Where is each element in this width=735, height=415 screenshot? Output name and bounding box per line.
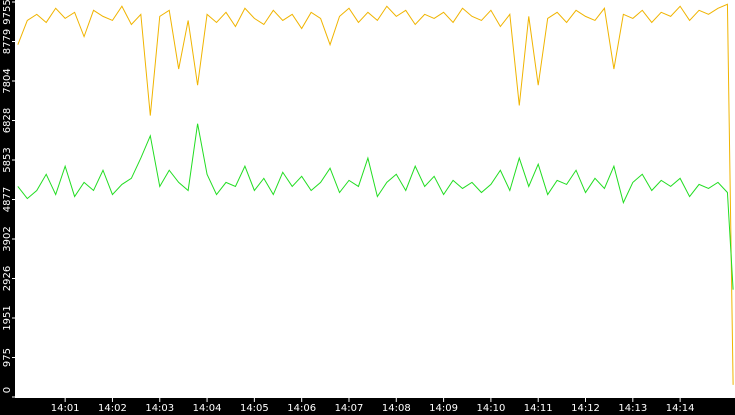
y-tick-label: 4877 [2, 187, 13, 212]
y-tick-label: 3902 [2, 226, 13, 251]
x-tick-label: 14:01 [51, 403, 80, 414]
x-tick-label: 14:10 [476, 403, 505, 414]
x-tick-label: 14:09 [429, 403, 458, 414]
x-tick-label: 14:02 [98, 403, 127, 414]
y-tick-label: 5853 [2, 147, 13, 172]
y-tick-label: 2926 [2, 266, 13, 291]
y-tick-label: 975 [2, 348, 13, 367]
series-line [17, 123, 734, 290]
y-axis-strip [0, 0, 15, 415]
y-tick-label: 7804 [2, 68, 13, 93]
x-tick-label: 14:12 [571, 403, 600, 414]
y-tick-label: 1951 [2, 305, 13, 330]
x-tick-label: 14:04 [193, 403, 222, 414]
x-tick-label: 14:03 [145, 403, 174, 414]
series-line [17, 3, 734, 385]
y-tick-label: 6828 [2, 108, 13, 133]
x-tick-label: 14:14 [666, 403, 695, 414]
x-tick-label: 14:13 [618, 403, 647, 414]
x-tick-label: 14:08 [382, 403, 411, 414]
x-tick-label: 14:05 [240, 403, 269, 414]
y-tick-label: 9755 [2, 0, 13, 25]
x-tick-label: 14:06 [287, 403, 316, 414]
x-tick-label: 14:07 [335, 403, 364, 414]
x-axis-strip [0, 398, 735, 415]
x-tick-label: 14:11 [524, 403, 553, 414]
y-tick-label: 8779 [2, 29, 13, 54]
y-tick-label: 0 [2, 387, 13, 393]
